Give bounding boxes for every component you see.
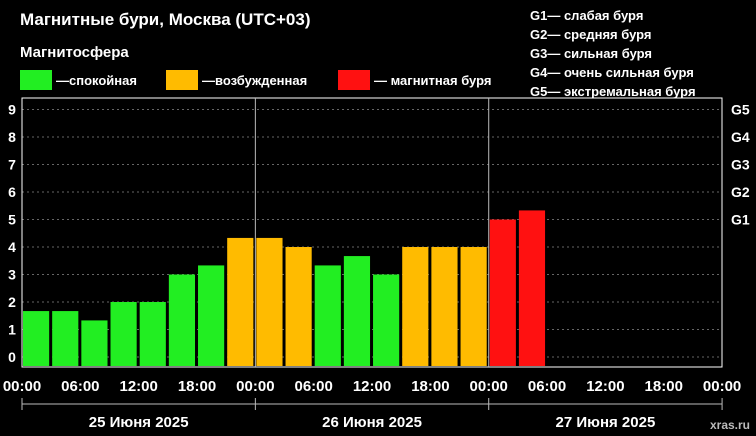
legend-storm-label: — магнитная буря — [374, 72, 492, 88]
y-tick-label: 1 — [8, 322, 16, 338]
y-tick-label: 0 — [8, 349, 16, 365]
x-tick-label: 06:00 — [528, 378, 566, 395]
x-tick-label: 00:00 — [470, 378, 508, 395]
x-tick-label: 00:00 — [3, 378, 41, 395]
bar — [343, 256, 371, 366]
bar — [460, 247, 487, 366]
legend-quiet: —спокойная — [20, 70, 137, 90]
x-tick-label: 12:00 — [586, 378, 624, 395]
y-tick-label: 5 — [8, 212, 16, 228]
x-tick-label: 00:00 — [236, 378, 274, 395]
storm-scale-g1: G1— слабая буря — [530, 8, 644, 23]
x-tick-label: 00:00 — [703, 378, 741, 395]
bar — [198, 265, 225, 366]
bar — [168, 274, 196, 366]
y-tick-label: 8 — [8, 129, 16, 145]
legend-active-label: —возбужденная — [202, 72, 308, 88]
x-tick-label: 06:00 — [61, 378, 99, 395]
day-label: 26 Июня 2025 — [322, 414, 422, 431]
y-tick-label: 4 — [8, 239, 16, 255]
legend-quiet-swatch — [20, 70, 52, 90]
bar — [402, 247, 429, 366]
x-tick-label: 18:00 — [178, 378, 216, 395]
bar — [81, 320, 108, 366]
g-tick-label: G2 — [731, 184, 750, 200]
x-tick-label: 06:00 — [295, 378, 333, 395]
storm-scale-g4: G4— очень сильная буря — [530, 65, 694, 80]
y-tick-label: 2 — [8, 294, 16, 310]
x-tick-label: 18:00 — [645, 378, 683, 395]
legend-storm: — магнитная буря — [338, 70, 491, 90]
g-tick-label: G4 — [731, 129, 750, 145]
bar — [256, 237, 283, 366]
legend-storm-swatch — [338, 70, 370, 90]
y-tick-label: 9 — [8, 102, 16, 118]
bar — [373, 274, 400, 366]
legend-active: —возбужденная — [166, 70, 307, 90]
bar — [518, 210, 546, 366]
storm-scale-g2: G2— средняя буря — [530, 27, 652, 42]
y-tick-label: 7 — [8, 157, 16, 173]
bar — [23, 311, 50, 366]
site-credit: xras.ru — [709, 418, 750, 432]
chart-title: Магнитные бури, Москва (UTC+03) — [20, 10, 311, 29]
bar — [285, 247, 312, 366]
storm-scale-g5: G5— экстремальная буря — [530, 84, 696, 99]
g-tick-label: G3 — [731, 157, 750, 173]
day-label: 25 Июня 2025 — [89, 414, 189, 431]
x-tick-label: 18:00 — [411, 378, 449, 395]
bar — [314, 265, 341, 366]
bar — [52, 311, 79, 366]
legend-active-swatch — [166, 70, 198, 90]
chart-subtitle: Магнитосфера — [20, 44, 129, 61]
day-label: 27 Июня 2025 — [556, 414, 656, 431]
g-tick-label: G5 — [731, 102, 750, 118]
y-tick-label: 3 — [8, 267, 16, 283]
g-tick-label: G1 — [731, 212, 750, 228]
bar — [110, 302, 137, 366]
storm-scale-legend: G1— слабая буря G2— средняя буря G3— сил… — [530, 6, 696, 101]
plot-frame — [21, 97, 723, 368]
bar — [489, 219, 516, 366]
legend-quiet-label: —спокойная — [56, 72, 137, 88]
y-tick-label: 6 — [8, 184, 16, 200]
bar — [227, 237, 254, 366]
bar — [139, 302, 166, 366]
x-tick-label: 12:00 — [119, 378, 157, 395]
bar — [431, 247, 458, 366]
storm-scale-g3: G3— сильная буря — [530, 46, 652, 61]
x-tick-label: 12:00 — [353, 378, 391, 395]
